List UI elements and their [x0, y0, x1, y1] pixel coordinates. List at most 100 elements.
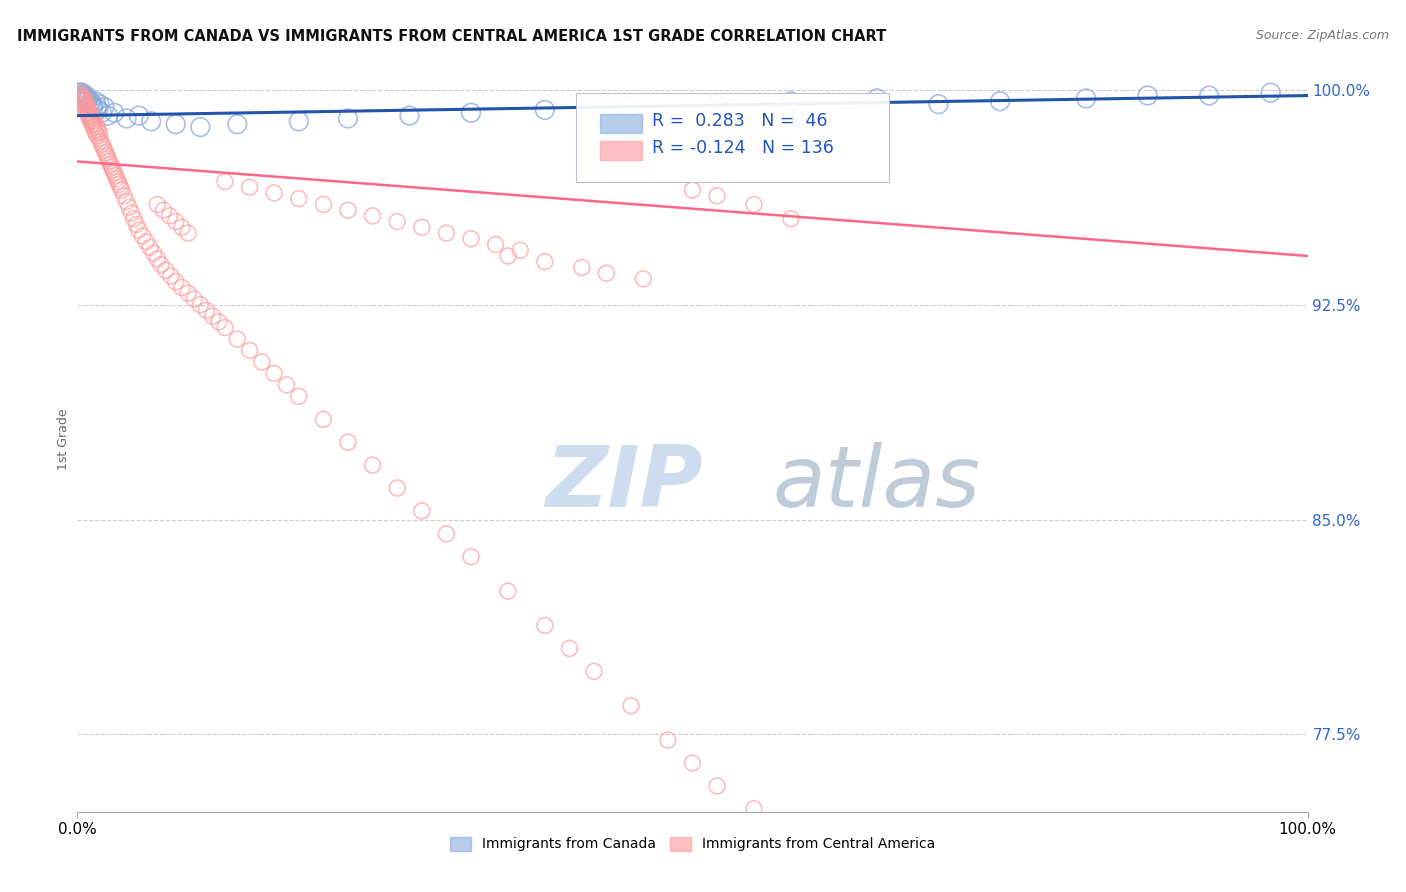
Y-axis label: 1st Grade: 1st Grade	[58, 409, 70, 470]
Point	[534, 618, 557, 632]
Point	[76, 95, 98, 109]
Point	[72, 100, 94, 114]
Text: R =  0.283   N =  46: R = 0.283 N = 46	[652, 112, 827, 130]
Point	[69, 86, 91, 100]
Point	[90, 137, 114, 152]
Point	[80, 114, 103, 128]
Point	[633, 272, 655, 286]
Point	[780, 95, 803, 109]
Point	[1198, 88, 1220, 103]
Point	[155, 263, 177, 277]
Point	[70, 97, 93, 112]
Point	[263, 186, 285, 200]
Point	[70, 91, 93, 105]
Point	[706, 779, 728, 793]
Point	[195, 303, 218, 318]
Point	[104, 169, 127, 183]
Point	[312, 412, 335, 426]
Point	[742, 197, 765, 211]
Point	[146, 252, 169, 266]
Point	[118, 200, 141, 214]
Point	[70, 86, 93, 100]
Point	[105, 171, 128, 186]
Point	[111, 183, 132, 197]
Point	[110, 180, 132, 194]
FancyBboxPatch shape	[600, 114, 643, 133]
Point	[866, 91, 889, 105]
Point	[742, 802, 765, 816]
Point	[82, 120, 104, 134]
Point	[115, 194, 138, 209]
Point	[75, 88, 97, 103]
Point	[208, 315, 231, 329]
Point	[177, 286, 200, 301]
Point	[276, 377, 298, 392]
Point	[103, 105, 125, 120]
Point	[201, 309, 224, 323]
Point	[121, 206, 143, 220]
Point	[84, 126, 107, 140]
Point	[250, 355, 273, 369]
Point	[988, 95, 1011, 109]
Point	[128, 109, 150, 123]
Point	[170, 220, 193, 235]
Point	[115, 112, 138, 126]
Point	[361, 209, 384, 223]
Point	[135, 235, 157, 249]
Point	[89, 131, 111, 145]
Point	[183, 292, 205, 306]
Point	[82, 114, 104, 128]
Point	[177, 226, 200, 240]
Point	[170, 280, 193, 294]
Point	[509, 244, 531, 258]
Point	[70, 95, 93, 109]
Point	[90, 135, 112, 149]
Point	[131, 228, 153, 243]
Point	[152, 203, 174, 218]
Point	[73, 91, 96, 105]
Point	[337, 203, 360, 218]
Point	[79, 97, 101, 112]
Text: ZIP: ZIP	[546, 442, 703, 525]
Point	[97, 152, 120, 166]
FancyBboxPatch shape	[575, 93, 890, 182]
Point	[96, 149, 118, 163]
Point	[94, 145, 117, 160]
Point	[89, 126, 111, 140]
Point	[583, 665, 606, 679]
Point	[82, 100, 104, 114]
Point	[83, 123, 105, 137]
Point	[77, 109, 100, 123]
Point	[82, 117, 104, 131]
Point	[125, 218, 148, 232]
Point	[780, 211, 803, 226]
Point	[70, 88, 93, 103]
Point	[534, 254, 557, 268]
Point	[496, 249, 519, 263]
Point	[122, 211, 145, 226]
Point	[70, 91, 93, 105]
Point	[188, 298, 212, 312]
Point	[80, 95, 103, 109]
Point	[288, 389, 311, 403]
Point	[101, 160, 124, 174]
Point	[82, 112, 104, 126]
Point	[86, 120, 108, 134]
Point	[337, 112, 360, 126]
Point	[82, 97, 104, 112]
Point	[76, 105, 98, 120]
Point	[804, 847, 827, 862]
Point	[108, 178, 131, 192]
Point	[337, 435, 360, 450]
Point	[142, 246, 165, 260]
Point	[1260, 86, 1282, 100]
Point	[620, 100, 643, 114]
Point	[460, 232, 482, 246]
Point	[90, 105, 114, 120]
Point	[75, 103, 97, 117]
Point	[160, 268, 183, 283]
Point	[263, 367, 285, 381]
Point	[411, 220, 433, 235]
Point	[146, 197, 169, 211]
Point	[780, 824, 803, 838]
